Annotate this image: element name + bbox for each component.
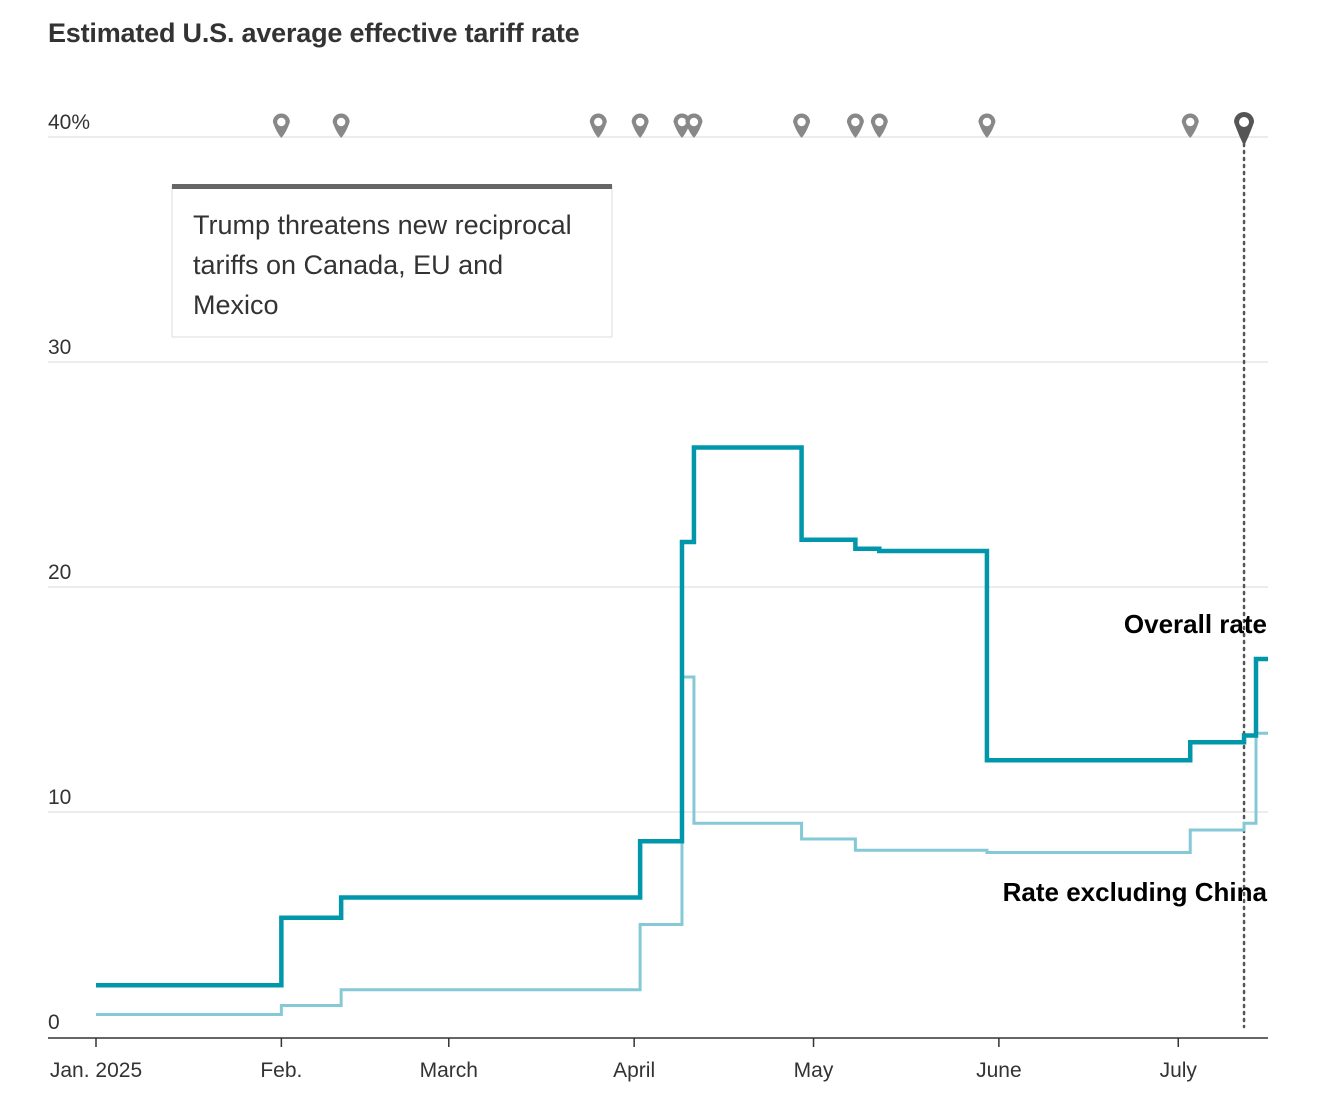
annotation-line-2: tariffs on Canada, EU and xyxy=(193,250,503,280)
pin-hole xyxy=(875,117,884,127)
event-marker-pin-icon[interactable] xyxy=(685,113,703,139)
event-marker-pin-icon[interactable] xyxy=(978,113,996,139)
pin-hole xyxy=(336,117,346,127)
y-tick-label-10: 10 xyxy=(48,786,71,809)
event-marker-pin-icon[interactable] xyxy=(1181,113,1199,139)
pin-shape xyxy=(1234,112,1255,146)
pin-hole xyxy=(982,117,992,127)
event-marker-pin-icon[interactable] xyxy=(846,113,864,139)
x-tick-label: Feb. xyxy=(260,1059,302,1082)
x-tick-label: May xyxy=(794,1059,834,1082)
pin-hole xyxy=(277,117,286,127)
y-tick-label-30: 30 xyxy=(48,336,71,359)
y-axis-labels: 40% 30 20 10 0 xyxy=(48,111,90,1034)
chart-title: Estimated U.S. average effective tariff … xyxy=(48,18,580,48)
x-tick-label: April xyxy=(613,1059,655,1082)
series-line-overall xyxy=(96,445,1268,988)
event-marker-pin-icon[interactable] xyxy=(589,113,607,139)
y-tick-label-20: 20 xyxy=(48,561,71,584)
pin-hole xyxy=(689,117,699,127)
series-label-excluding-china: Rate excluding China xyxy=(1003,877,1268,907)
event-marker-pin-icon[interactable] xyxy=(1234,112,1255,146)
event-markers[interactable] xyxy=(272,112,1255,146)
x-tick-label: July xyxy=(1160,1059,1198,1082)
pin-hole xyxy=(1186,117,1195,127)
pin-hole xyxy=(1239,117,1250,127)
x-tick-label: Jan. 2025 xyxy=(50,1059,142,1082)
annotation-top-bar xyxy=(172,184,612,189)
event-marker-pin-icon[interactable] xyxy=(870,113,888,139)
grid-lines xyxy=(48,136,1268,813)
x-tick-label: June xyxy=(976,1059,1022,1082)
annotation-box: Trump threatens new reciprocal tariffs o… xyxy=(171,184,613,338)
pin-hole xyxy=(677,117,687,127)
event-marker-pin-icon[interactable] xyxy=(631,113,649,139)
x-tick-label: March xyxy=(420,1059,478,1082)
pin-hole xyxy=(635,117,645,127)
event-marker-pin-icon[interactable] xyxy=(793,113,811,139)
event-marker-pin-icon[interactable] xyxy=(272,113,290,139)
series-lines xyxy=(96,445,1268,1016)
annotation-bg xyxy=(171,185,613,338)
event-marker-pin-icon[interactable] xyxy=(332,113,350,139)
pin-hole xyxy=(851,117,860,127)
series-line-excluding-china xyxy=(96,675,1268,1016)
series-label-overall: Overall rate xyxy=(1124,609,1267,639)
pin-hole xyxy=(594,117,603,127)
y-tick-label-0: 0 xyxy=(48,1011,60,1034)
pin-hole xyxy=(797,117,806,127)
y-tick-label-40: 40% xyxy=(48,111,90,134)
annotation-line-3: Mexico xyxy=(193,290,279,320)
x-axis: Jan. 2025 Feb. March April May June July xyxy=(48,128,1268,1082)
annotation-line-1: Trump threatens new reciprocal xyxy=(193,210,572,240)
